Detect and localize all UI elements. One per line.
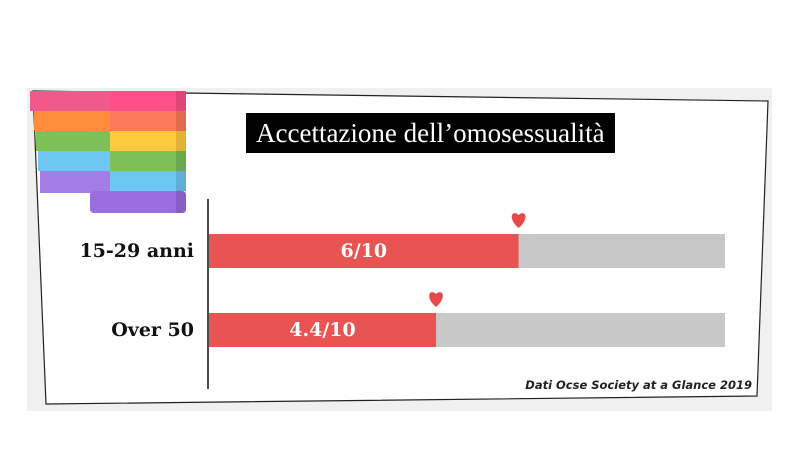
chart-title: Accettazione dell’omosessualità — [246, 113, 615, 153]
heart-icon — [511, 213, 526, 228]
category-label-1: Over 50 — [111, 319, 194, 341]
value-label-1: 4.4/10 — [289, 319, 356, 341]
heart-icon — [429, 292, 443, 307]
bar-0 — [209, 234, 519, 268]
value-label-0: 6/10 — [340, 240, 388, 262]
bar-1 — [209, 313, 437, 347]
source-note: Dati Ocse Society at a Glance 2019 — [525, 378, 752, 392]
category-label-0: 15-29 anni — [79, 240, 194, 262]
rainbow-flag-icon — [30, 91, 186, 213]
